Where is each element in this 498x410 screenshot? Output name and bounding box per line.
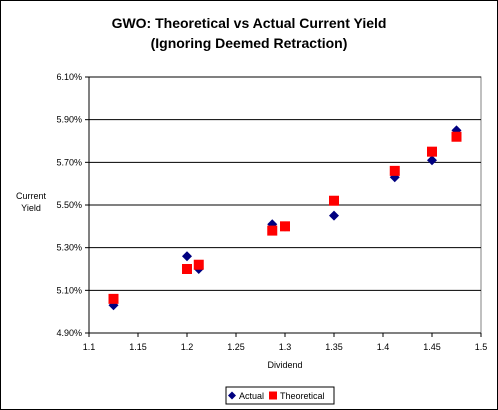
legend-actual-label: Actual [239,391,264,401]
x-tick-label: 1.2 [181,342,194,352]
y-tick-label: 6.10% [56,72,82,82]
x-tick-label: 1.3 [279,342,292,352]
legend-box [225,386,335,405]
actual-point [182,251,192,262]
x-axis-tick-labels: 1.1 1.15 1.2 1.25 1.3 1.35 1.4 1.45 1.5 [83,333,488,352]
x-axis-label: Dividend [267,360,302,370]
chart-title-line-2: (Ignoring Deemed Retraction) [151,35,348,51]
chart-title-line-1: GWO: Theoretical vs Actual Current Yield [112,15,387,31]
x-tick-label: 1.25 [227,342,245,352]
theoretical-point [267,225,278,236]
theoretical-point [329,195,339,206]
actual-point [329,210,339,221]
legend-theoretical-label: Theoretical [280,391,325,401]
x-tick-label: 1.5 [475,342,488,352]
theoretical-point [182,264,192,274]
x-tick-label: 1.15 [129,342,147,352]
theoretical-point [193,259,204,270]
x-tick-label: 1.4 [377,342,390,352]
legend: Actual Theoretical [225,386,335,405]
y-tick-label: 4.90% [56,328,82,338]
theoretical-point [108,293,119,304]
theoretical-point [280,221,290,232]
legend-theoretical-square-icon [269,391,277,400]
y-tick-label: 5.90% [56,115,82,125]
data-markers [108,125,462,311]
y-tick-label: 5.10% [56,285,82,295]
x-tick-label: 1.35 [325,342,343,352]
theoretical-point [451,131,462,142]
y-tick-label: 5.50% [56,200,82,210]
x-tick-label: 1.1 [83,342,96,352]
y-tick-label: 5.30% [56,243,82,253]
actual-point [427,155,437,166]
y-axis-label-line-1: Current [16,191,47,201]
gridlines [89,76,481,291]
y-axis-tick-labels: 4.90% 5.10% 5.30% 5.50% 5.70% 5.90% 6.10% [56,72,89,338]
theoretical-point [427,146,437,157]
theoretical-point [389,165,400,176]
y-tick-label: 5.70% [56,157,82,167]
y-axis-label-line-2: Yield [21,203,41,213]
x-tick-label: 1.45 [423,342,441,352]
legend-actual-diamond-icon [228,391,236,400]
